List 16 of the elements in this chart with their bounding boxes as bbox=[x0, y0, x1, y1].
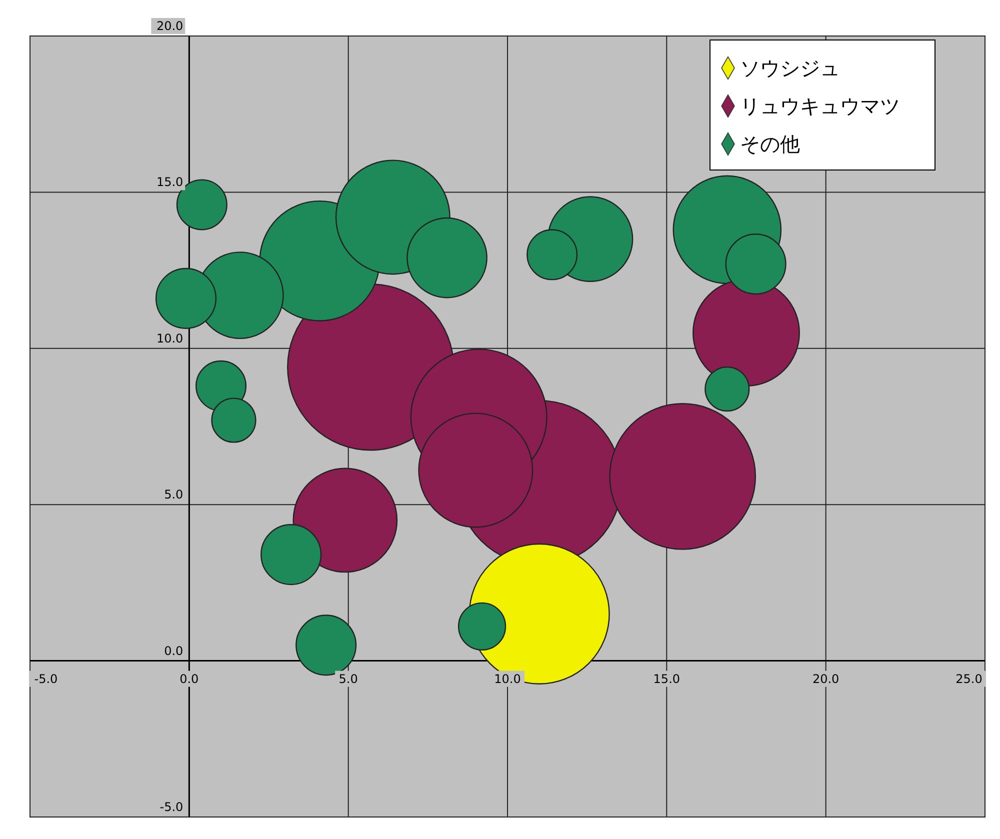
x-tick-label: 0.0 bbox=[180, 672, 199, 686]
y-tick-label: -5.0 bbox=[160, 800, 184, 814]
y-tick-label: 10.0 bbox=[156, 331, 184, 346]
x-tick-label: 10.0 bbox=[494, 672, 521, 686]
legend-label: リュウキュウマツ bbox=[740, 94, 900, 118]
x-tick-label: 25.0 bbox=[956, 672, 982, 686]
y-tick-label: 20.0 bbox=[156, 19, 184, 33]
x-tick-label: 20.0 bbox=[812, 672, 840, 686]
legend-label: その他 bbox=[740, 132, 800, 156]
y-tick-label: 5.0 bbox=[164, 488, 184, 502]
x-tick-label: 15.0 bbox=[653, 672, 680, 686]
x-tick-label: 5.0 bbox=[338, 672, 358, 686]
x-tick-label: -5.0 bbox=[34, 672, 58, 686]
y-tick-label: 0.0 bbox=[164, 644, 184, 658]
y-tick-label: 15.0 bbox=[156, 175, 184, 190]
legend-label: ソウシジュ bbox=[740, 56, 840, 80]
